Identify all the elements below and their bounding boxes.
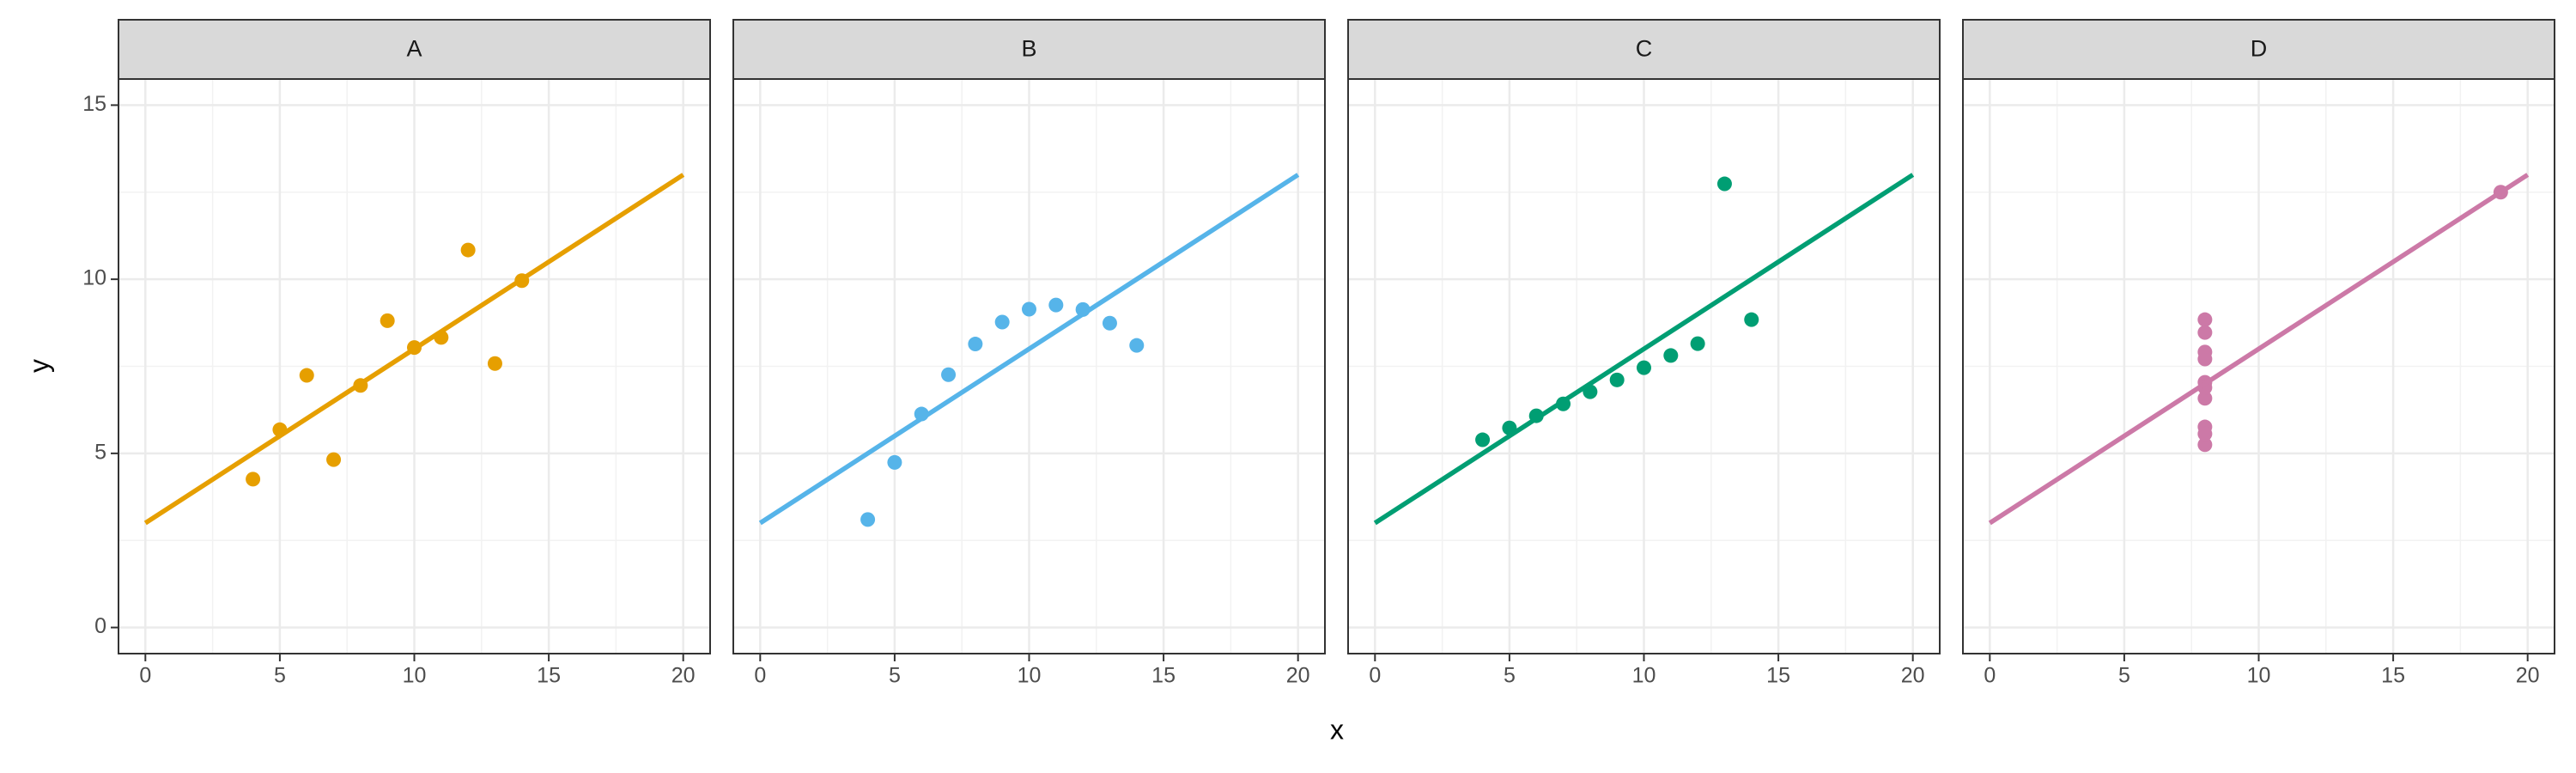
point [1637, 360, 1651, 375]
fit-line [758, 173, 1300, 526]
strip-label: C [1636, 36, 1653, 62]
point [887, 454, 902, 470]
x-tick-label: 10 [1632, 664, 1656, 688]
x-tick-label: 20 [2516, 664, 2540, 688]
strip-label: B [1021, 36, 1036, 62]
point [1048, 297, 1064, 313]
point [2197, 437, 2213, 453]
x-tick-label: 15 [2381, 664, 2405, 688]
point [1022, 301, 1036, 317]
point [1475, 432, 1491, 447]
y-axis-title: y [23, 359, 54, 373]
point [1663, 348, 1679, 363]
point [2197, 312, 2213, 327]
strip [1347, 19, 1941, 80]
point [1129, 338, 1145, 353]
x-tick-label: 10 [403, 664, 427, 688]
point [1716, 176, 1732, 192]
point [1744, 312, 1759, 327]
point [968, 337, 983, 352]
y-tick-label: 0 [94, 614, 106, 638]
point [1690, 336, 1705, 351]
fit-line [1988, 173, 2530, 526]
point [2197, 426, 2213, 441]
strip-label: A [406, 36, 422, 62]
fit-line [143, 173, 685, 526]
point [994, 314, 1010, 330]
x-tick-label: 20 [1901, 664, 1925, 688]
point [246, 472, 261, 487]
x-tick-label: 5 [1504, 664, 1516, 688]
x-tick-label: 0 [139, 664, 151, 688]
point [460, 242, 476, 258]
point [326, 452, 342, 467]
x-tick-label: 0 [1984, 664, 1996, 688]
point [2197, 391, 2213, 406]
x-tick-label: 5 [889, 664, 901, 688]
point [860, 512, 876, 527]
strip [1962, 19, 2555, 80]
strip-label: D [2251, 36, 2268, 62]
x-tick-label: 20 [1286, 664, 1310, 688]
point [380, 313, 395, 328]
x-tick-label: 5 [2118, 664, 2130, 688]
x-tick-label: 10 [2247, 664, 2271, 688]
point [299, 368, 314, 383]
x-axis-title: x [1330, 714, 1344, 745]
strip [118, 19, 711, 80]
point [2197, 344, 2213, 360]
x-tick-label: 0 [1369, 664, 1381, 688]
point [1609, 372, 1625, 387]
strip [732, 19, 1326, 80]
x-tick-label: 5 [274, 664, 286, 688]
y-tick-label: 10 [82, 266, 106, 290]
y-tick-label: 5 [94, 440, 106, 464]
x-tick-label: 10 [1018, 664, 1042, 688]
point [487, 356, 502, 371]
point [2197, 325, 2213, 340]
x-tick-label: 15 [537, 664, 561, 688]
y-tick-label: 15 [82, 92, 106, 116]
point [1102, 315, 1117, 331]
x-tick-label: 20 [671, 664, 696, 688]
x-tick-label: 15 [1766, 664, 1790, 688]
point [941, 367, 957, 382]
fit-line [1373, 173, 1915, 526]
x-tick-label: 0 [754, 664, 766, 688]
x-tick-label: 15 [1151, 664, 1176, 688]
